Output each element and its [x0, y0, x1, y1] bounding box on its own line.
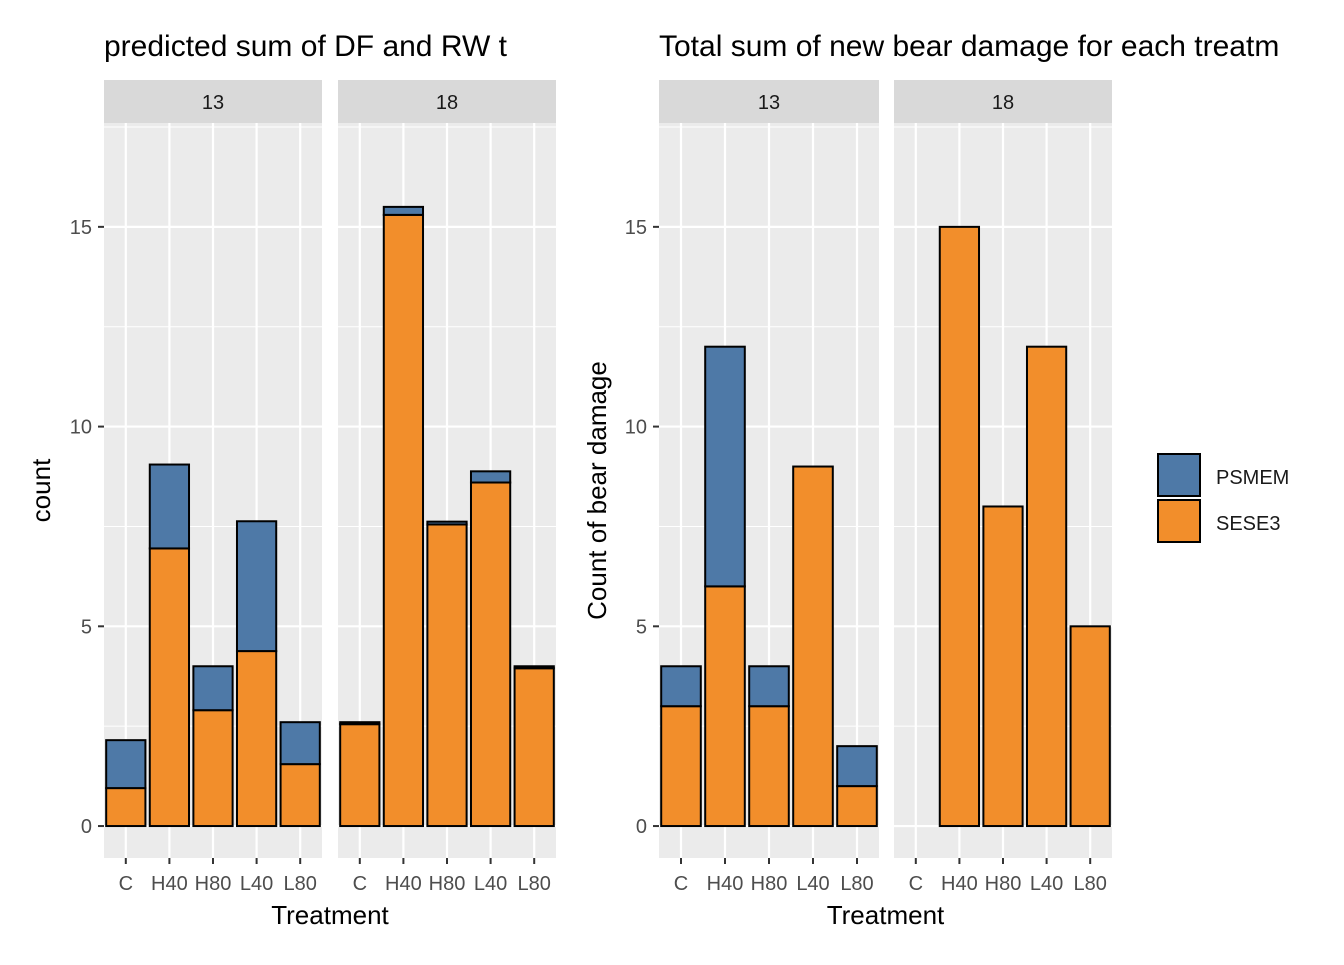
x-tick-label: H40 — [941, 873, 978, 895]
legend-key-psmem — [1157, 453, 1201, 497]
facet-strip — [338, 80, 556, 123]
bar-psmem-c — [660, 665, 702, 708]
x-tick-label: H80 — [751, 873, 788, 895]
bar-psmem-l40 — [235, 520, 278, 653]
bar-sese3-l40 — [469, 481, 512, 828]
x-tick-label: H80 — [429, 873, 466, 895]
legend-key-sese3 — [1157, 499, 1201, 543]
x-tick-label: C — [353, 873, 367, 895]
facet-label: 13 — [758, 92, 780, 114]
bar-psmem-l80 — [513, 665, 555, 670]
bar-psmem-h40 — [148, 463, 191, 550]
x-tick-label: H40 — [151, 873, 188, 895]
bar-sese3-h80 — [426, 523, 468, 828]
bar-psmem-h80 — [748, 665, 790, 708]
facet-strip — [104, 80, 322, 123]
chart-title-1: predicted sum of DF and RW t — [104, 30, 508, 63]
bar-sese3-l80 — [279, 763, 321, 828]
facet-label: 13 — [202, 92, 224, 114]
y-tick-label: 15 — [70, 217, 92, 239]
x-tick-label: L80 — [518, 873, 551, 895]
x-axis-label: Treatment — [827, 900, 945, 930]
bar-psmem-h40 — [382, 205, 425, 216]
x-tick-label: H40 — [385, 873, 422, 895]
bar-psmem-h80 — [426, 520, 468, 526]
x-tick-label: H80 — [985, 873, 1022, 895]
chart-title-2: Total sum of new bear damage for each tr… — [659, 30, 1279, 63]
x-tick-label: L40 — [1030, 873, 1063, 895]
bar-sese3-l40 — [792, 465, 834, 828]
legend-label-sese3: SESE3 — [1216, 513, 1280, 535]
bar-sese3-h80 — [748, 705, 790, 828]
x-tick-label: H40 — [707, 873, 744, 895]
y-tick-label: 10 — [625, 417, 647, 439]
bar-sese3-c — [105, 787, 147, 828]
y-axis-label: count — [26, 458, 56, 522]
bar-psmem-c — [339, 721, 381, 726]
bar-sese3-h40 — [382, 213, 425, 828]
x-tick-label: C — [119, 873, 133, 895]
bar-psmem-l80 — [279, 721, 321, 766]
x-tick-label: H80 — [195, 873, 232, 895]
bar-sese3-l80 — [513, 667, 555, 828]
facet-label: 18 — [992, 92, 1014, 114]
y-tick-label: 15 — [625, 217, 647, 239]
bar-sese3-l40 — [235, 650, 278, 828]
y-tick-label: 0 — [636, 816, 647, 838]
x-tick-label: L40 — [240, 873, 273, 895]
y-axis-label: Count of bear damage — [582, 361, 612, 620]
x-axis-label: Treatment — [271, 900, 389, 930]
bar-psmem-h40 — [704, 345, 746, 588]
bar-sese3-c — [339, 723, 381, 828]
bar-sese3-h40 — [148, 547, 191, 828]
bar-psmem-l40 — [469, 470, 512, 484]
facet-strip — [659, 80, 879, 123]
x-tick-label: L80 — [1074, 873, 1107, 895]
bar-sese3-c — [660, 705, 702, 828]
y-tick-label: 0 — [81, 816, 92, 838]
facet-strip — [894, 80, 1112, 123]
bar-psmem-h80 — [192, 665, 234, 712]
y-tick-label: 5 — [636, 616, 647, 638]
x-tick-label: L80 — [284, 873, 317, 895]
x-tick-label: C — [909, 873, 923, 895]
x-tick-label: L80 — [840, 873, 873, 895]
bar-sese3-h40 — [938, 225, 981, 828]
bar-sese3-h80 — [982, 505, 1024, 828]
bar-sese3-l80 — [1069, 625, 1111, 828]
x-tick-label: C — [674, 873, 688, 895]
bar-sese3-l40 — [1025, 345, 1068, 828]
y-tick-label: 10 — [70, 417, 92, 439]
legend-label-psmem: PSMEM — [1216, 467, 1289, 489]
x-tick-label: L40 — [796, 873, 829, 895]
bar-psmem-c — [105, 739, 147, 790]
bar-sese3-h40 — [704, 585, 746, 828]
facet-label: 18 — [436, 92, 458, 114]
y-tick-label: 5 — [81, 616, 92, 638]
bar-psmem-l80 — [836, 745, 878, 788]
x-tick-label: L40 — [474, 873, 507, 895]
bar-sese3-h80 — [192, 709, 234, 828]
bar-sese3-l80 — [836, 785, 878, 828]
